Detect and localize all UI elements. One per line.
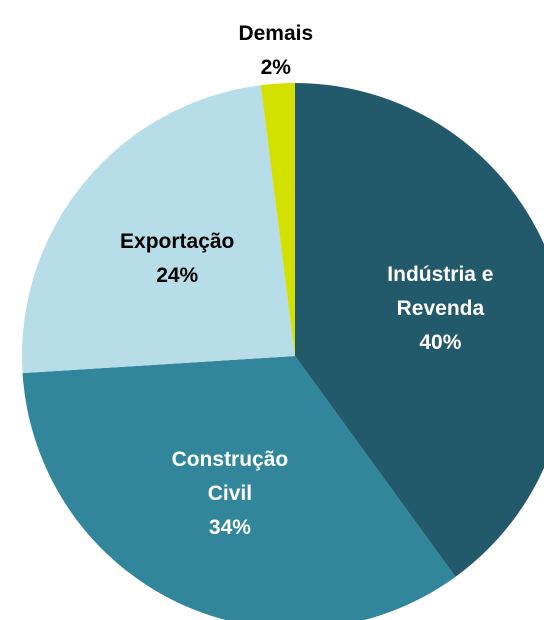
value-label: 40% (419, 330, 462, 354)
pie-slice (295, 83, 544, 577)
category-label: Exportação (120, 229, 235, 253)
value-label: 34% (208, 516, 251, 540)
slice-label: Exportação 24% (97, 225, 257, 293)
pie-slice (260, 83, 295, 356)
category-label: Construção Civil (171, 448, 289, 506)
slice-label: Construção Civil 34% (150, 443, 310, 545)
slice-label: Indústria e Revenda 40% (360, 258, 520, 360)
category-label: Demais (238, 21, 314, 45)
slice-label: Demais 2% (196, 17, 356, 85)
value-label: 2% (260, 55, 291, 79)
pie-slice (22, 356, 456, 620)
pie-slice (21, 85, 295, 374)
value-label: 24% (156, 263, 199, 287)
category-label: Indústria e Revenda (387, 262, 494, 320)
